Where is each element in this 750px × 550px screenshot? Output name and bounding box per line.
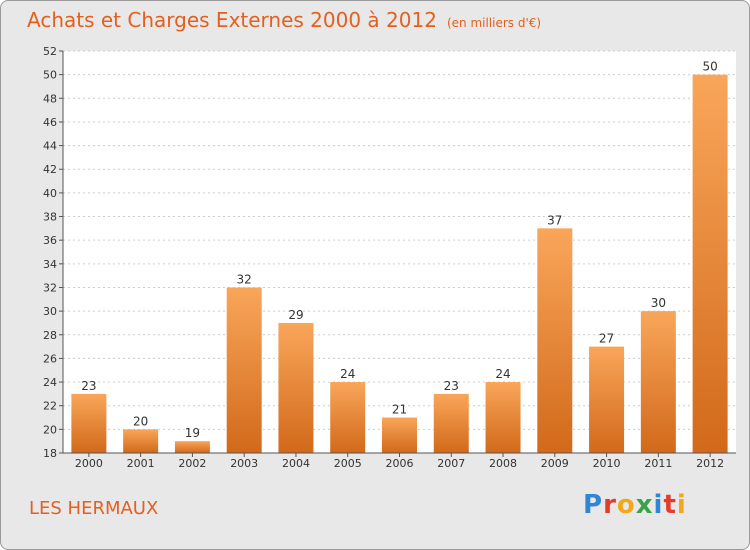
bar	[485, 382, 521, 453]
x-tick-label: 2003	[230, 457, 258, 470]
bar-value-label: 37	[547, 213, 562, 227]
proxiti-logo: Proxiti	[583, 489, 687, 521]
y-tick-label: 48	[43, 92, 57, 105]
chart-subtitle: (en milliers d'€)	[446, 16, 542, 30]
bar-value-label: 27	[599, 332, 614, 346]
x-tick-label: 2007	[437, 457, 465, 470]
y-tick-label: 26	[43, 352, 57, 365]
bar-value-label: 32	[237, 272, 252, 286]
x-tick-label: 2000	[75, 457, 103, 470]
y-tick-label: 36	[43, 234, 57, 247]
commune-name: LES HERMAUX	[29, 498, 159, 519]
x-tick-label: 2001	[127, 457, 155, 470]
bar	[278, 322, 314, 453]
logo-letter: t	[663, 490, 677, 520]
x-tick-label: 2005	[334, 457, 362, 470]
logo-letter: i	[676, 490, 687, 520]
logo-letter: x	[635, 490, 654, 520]
logo-letter: o	[616, 490, 636, 520]
plot-area	[63, 51, 736, 453]
y-tick-label: 32	[43, 281, 57, 294]
y-tick-label: 22	[43, 400, 57, 413]
chart-title-text: Achats et Charges Externes 2000 à 2012	[27, 8, 437, 32]
y-tick-label: 34	[43, 258, 57, 271]
bar	[382, 417, 417, 453]
x-tick-label: 2002	[178, 457, 206, 470]
bar-value-label: 23	[81, 379, 96, 393]
logo-letter: i	[653, 490, 664, 520]
chart-title: Achats et Charges Externes 2000 à 2012 (e…	[27, 8, 541, 35]
bar-value-label: 50	[702, 60, 717, 74]
x-tick-label: 2008	[489, 457, 517, 470]
y-tick-label: 20	[43, 423, 57, 436]
bar-value-label: 24	[340, 367, 355, 381]
y-tick-label: 30	[43, 305, 57, 318]
bar	[123, 429, 159, 453]
y-tick-label: 38	[43, 211, 57, 224]
bar-value-label: 23	[444, 379, 459, 393]
x-tick-label: 2004	[282, 457, 310, 470]
bar	[330, 382, 366, 453]
x-tick-label: 2009	[541, 457, 569, 470]
logo-letter: P	[583, 490, 604, 520]
y-axis-ticks: 18 20 22 24 26 28 30 32 34 36 38 40 42 44 46 48 50 52	[43, 45, 63, 460]
y-tick-label: 42	[43, 163, 57, 176]
bar-value-label: 24	[495, 367, 510, 381]
x-tick-label: 2012	[696, 457, 724, 470]
bar-value-label: 20	[133, 414, 148, 428]
y-tick-label: 40	[43, 187, 57, 200]
x-tick-label: 2010	[593, 457, 621, 470]
x-tick-label: 2011	[644, 457, 672, 470]
bar	[589, 346, 625, 453]
bar	[692, 74, 728, 453]
bar	[226, 287, 262, 453]
bar-value-label: 21	[392, 403, 407, 417]
y-tick-label: 28	[43, 329, 57, 342]
bar	[640, 311, 676, 453]
logo-letter: r	[603, 490, 617, 520]
bar-value-label: 19	[185, 426, 200, 440]
bar	[433, 393, 469, 453]
y-tick-label: 50	[43, 69, 57, 82]
bar-value-label: 29	[288, 308, 303, 322]
bar	[71, 393, 107, 453]
y-tick-label: 24	[43, 376, 57, 389]
bars: 23 20 19 32 29 24 21 23 24 37 27 30 50	[71, 60, 728, 453]
y-tick-label: 52	[43, 45, 57, 58]
bar	[537, 228, 573, 453]
x-axis-ticks: 2000 2001 2002 2003 2004 2005 2006 2007 2008 2009…	[75, 453, 724, 470]
x-tick-label: 2006	[386, 457, 414, 470]
y-tick-label: 18	[43, 447, 57, 460]
y-tick-label: 46	[43, 116, 57, 129]
y-tick-label: 44	[43, 140, 57, 153]
bar-value-label: 30	[651, 296, 666, 310]
bar	[174, 441, 210, 453]
